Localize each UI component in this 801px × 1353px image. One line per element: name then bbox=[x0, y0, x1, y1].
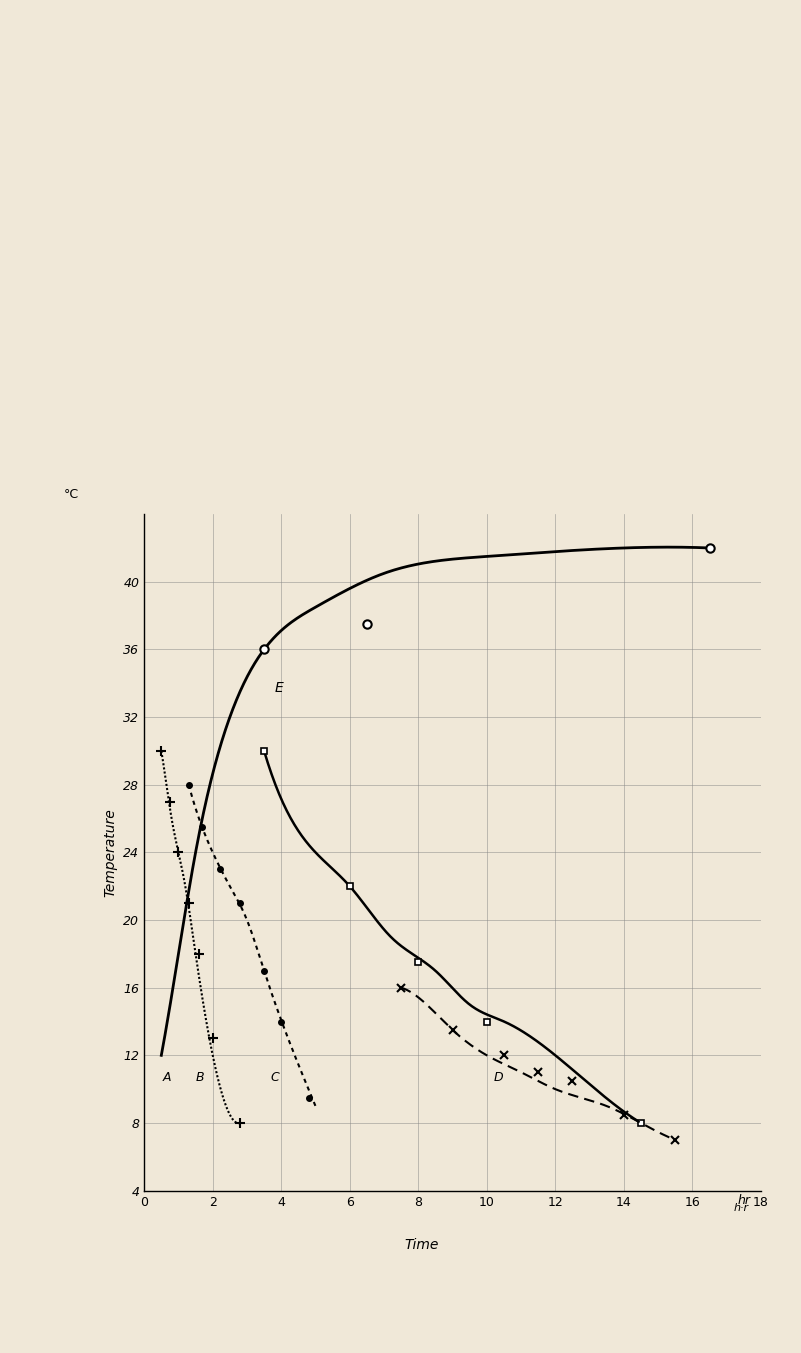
Y-axis label: Temperature: Temperature bbox=[104, 808, 118, 897]
Text: D: D bbox=[493, 1070, 503, 1084]
Text: B: B bbox=[195, 1070, 204, 1084]
Text: h·r: h·r bbox=[734, 1203, 749, 1212]
Text: E: E bbox=[275, 681, 283, 694]
Text: C: C bbox=[271, 1070, 280, 1084]
Text: °C: °C bbox=[64, 487, 79, 501]
Text: A: A bbox=[163, 1070, 171, 1084]
X-axis label: Time: Time bbox=[405, 1238, 439, 1252]
Text: hr: hr bbox=[737, 1195, 751, 1207]
